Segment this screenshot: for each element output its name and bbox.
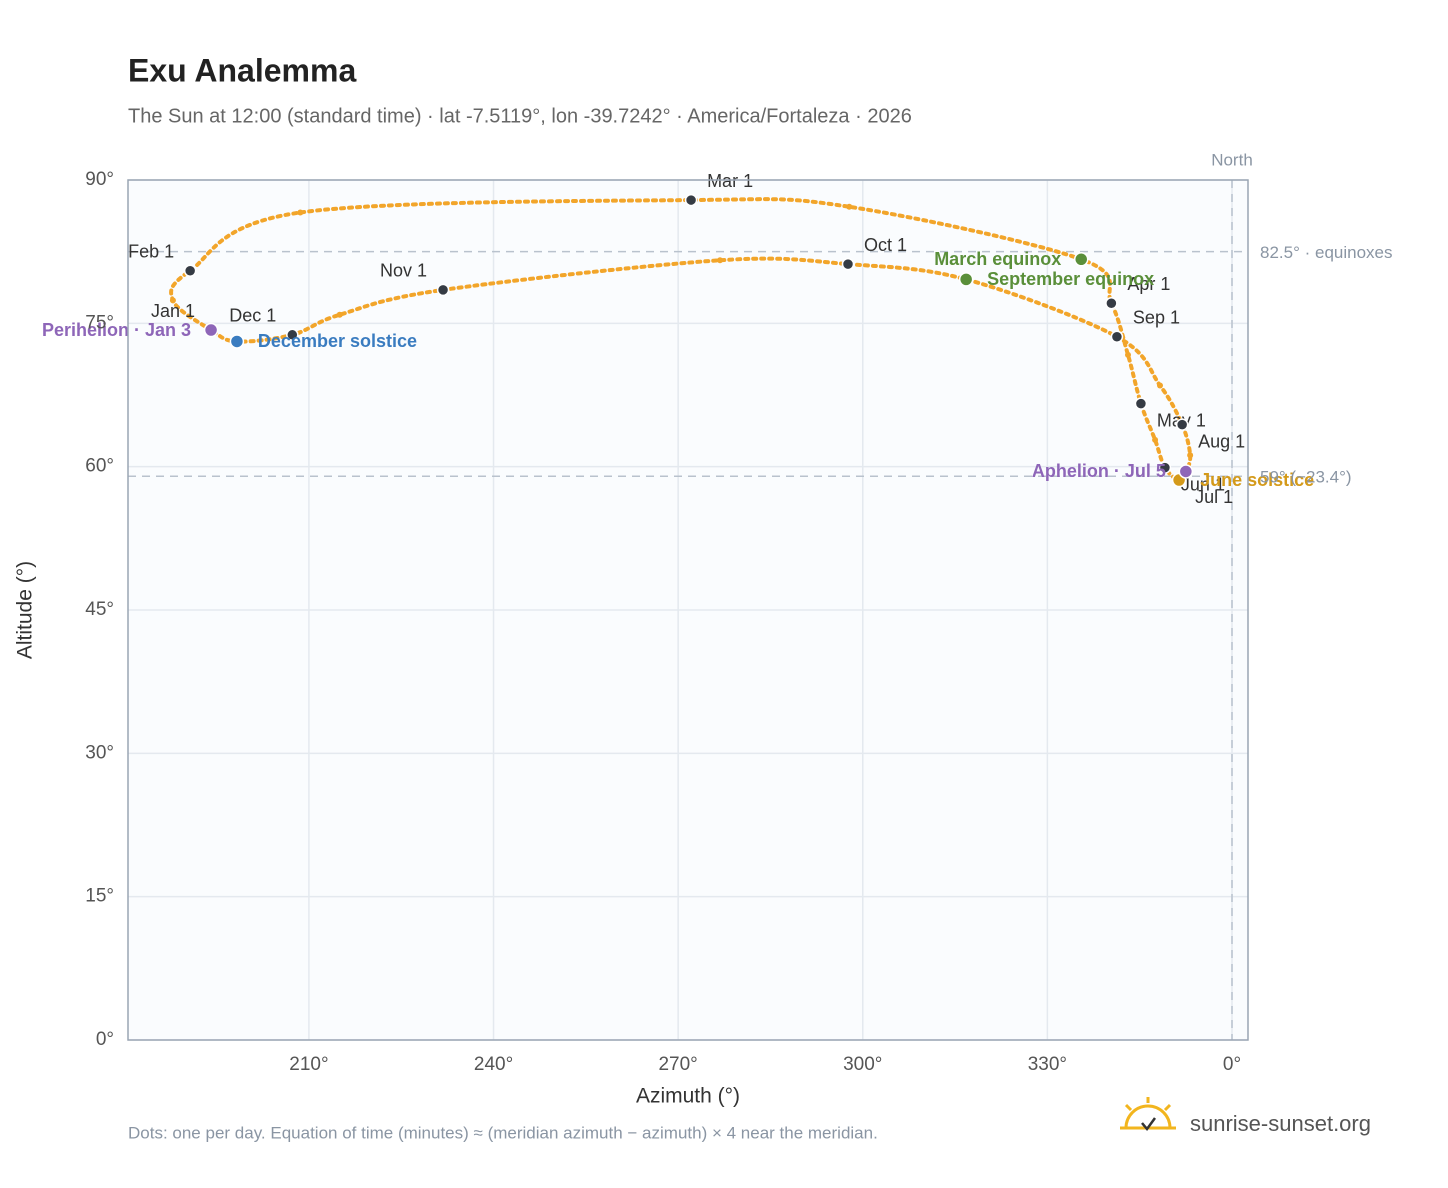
footnote: Dots: one per day. Equation of time (min…	[128, 1123, 878, 1142]
month-marker	[1105, 297, 1118, 310]
month-label: Oct 1	[864, 235, 907, 255]
month-marker	[286, 328, 299, 342]
month-label: Feb 1	[128, 242, 174, 262]
y-tick-label: 75°	[85, 312, 114, 333]
event-marker	[229, 334, 245, 349]
month-label: Nov 1	[380, 261, 427, 281]
x-tick-label: 210°	[289, 1054, 328, 1075]
month-marker	[1175, 418, 1189, 431]
x-axis-title: Azimuth (°)	[636, 1085, 740, 1108]
x-tick-label: 0°	[1223, 1054, 1241, 1075]
y-tick-label: 0°	[96, 1029, 114, 1050]
month-label: Jun 1	[1181, 474, 1225, 494]
month-marker	[183, 264, 197, 278]
chart-title: Exu Analemma	[128, 52, 356, 88]
day-dot	[297, 209, 304, 216]
day-dot	[336, 311, 343, 318]
event-label: Perihelion · Jan 3	[42, 320, 191, 340]
month-marker	[684, 193, 698, 207]
event-label: March equinox	[934, 249, 1061, 269]
y-axis-title: Altitude (°)	[14, 561, 37, 659]
plot-frame	[127, 179, 1249, 1041]
event-label: September equinox	[987, 269, 1154, 289]
reference-label: 59° (−23.4°)	[1260, 468, 1352, 487]
month-marker	[1110, 330, 1124, 343]
y-tick-label: 15°	[85, 886, 114, 907]
day-dot	[1157, 382, 1163, 389]
day-dot	[1152, 436, 1159, 443]
event-label: Aphelion · Jul 5	[1032, 461, 1166, 481]
brand-logo	[1120, 1097, 1176, 1132]
day-dot	[1187, 452, 1194, 459]
y-tick-label: 60°	[85, 456, 114, 477]
y-tick-label: 30°	[85, 742, 114, 763]
brand: sunrise-sunset.org	[1190, 1111, 1371, 1136]
event-marker	[958, 272, 974, 287]
event-marker	[1073, 252, 1089, 267]
y-tick-label: 45°	[85, 599, 114, 620]
x-tick-label: 300°	[843, 1054, 882, 1075]
day-dot	[717, 257, 723, 264]
month-label: Sep 1	[1133, 307, 1180, 327]
event-marker	[203, 322, 219, 338]
month-label: Mar 1	[707, 171, 753, 191]
month-label: Apr 1	[1127, 274, 1170, 294]
month-label: Dec 1	[229, 306, 276, 326]
month-label: Jan 1	[151, 301, 195, 321]
month-marker	[841, 257, 855, 271]
reference-label: 82.5° · equinoxes	[1260, 243, 1393, 262]
event-label: June solstice	[1200, 470, 1314, 490]
day-dot	[846, 203, 853, 210]
month-marker	[1134, 397, 1148, 410]
event-label: December solstice	[258, 331, 417, 351]
day-dot	[1125, 351, 1131, 358]
x-tick-label: 270°	[658, 1054, 697, 1075]
month-label: Jul 1	[1195, 487, 1233, 507]
north-label: North	[1211, 150, 1253, 169]
chart-subtitle: The Sun at 12:00 (standard time) · lat -…	[128, 105, 912, 127]
month-marker	[436, 283, 450, 297]
x-tick-label: 240°	[474, 1054, 513, 1075]
month-label: Aug 1	[1198, 431, 1245, 451]
month-marker	[1158, 461, 1172, 474]
x-tick-label: 330°	[1028, 1054, 1067, 1075]
event-marker	[1178, 464, 1194, 479]
y-tick-label: 90°	[85, 169, 114, 190]
day-dot	[169, 297, 176, 304]
